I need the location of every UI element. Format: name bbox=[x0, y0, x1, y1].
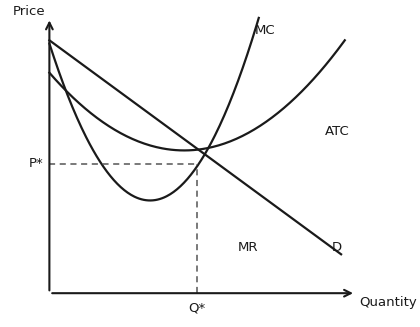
Text: D: D bbox=[332, 241, 342, 254]
Text: Quantity: Quantity bbox=[360, 297, 417, 309]
Text: MC: MC bbox=[255, 24, 276, 37]
Text: P*: P* bbox=[29, 157, 44, 170]
Text: ATC: ATC bbox=[325, 125, 349, 138]
Text: MR: MR bbox=[238, 241, 258, 254]
Text: Price: Price bbox=[13, 5, 46, 18]
Text: Q*: Q* bbox=[189, 301, 206, 314]
